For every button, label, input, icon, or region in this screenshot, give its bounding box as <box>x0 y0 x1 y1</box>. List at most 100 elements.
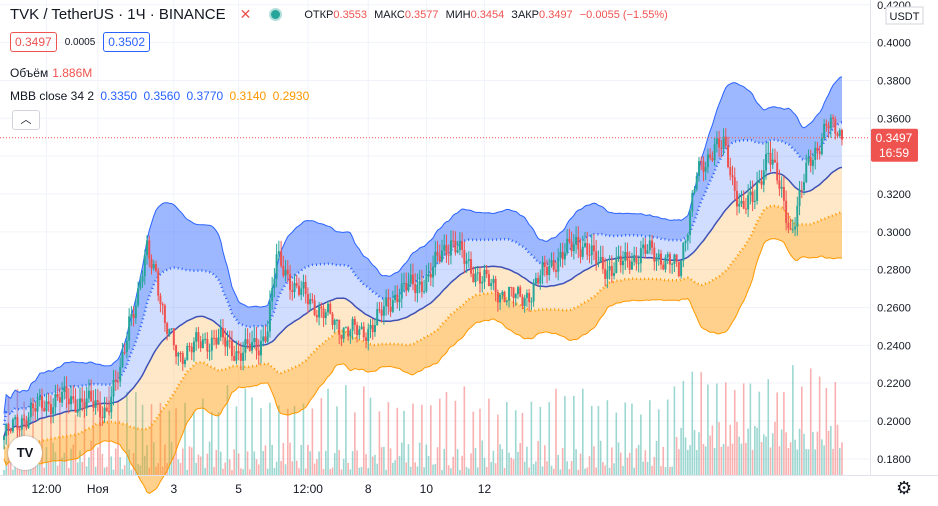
volume-bar <box>224 462 227 475</box>
tradingview-logo-icon[interactable]: TV <box>8 436 42 470</box>
volume-bar <box>586 467 589 475</box>
candle-body <box>110 396 113 413</box>
volume-bar <box>119 457 122 475</box>
candle-body <box>45 401 48 412</box>
candle-body <box>597 261 600 265</box>
volume-bar <box>695 449 698 475</box>
volume-bar <box>90 440 92 475</box>
candle-body <box>239 353 242 361</box>
candle-body <box>233 356 236 361</box>
gear-icon[interactable]: ⚙ <box>896 478 913 498</box>
volume-bar <box>481 440 484 475</box>
candle-body <box>103 407 106 418</box>
candle-body <box>58 397 61 403</box>
volume-bar <box>445 391 448 475</box>
volume-bar <box>590 405 593 475</box>
candle-body <box>76 409 79 413</box>
volume-bar <box>345 385 347 475</box>
candle-body <box>803 182 806 191</box>
volume-bar <box>240 468 242 475</box>
volume-bar <box>108 386 110 475</box>
trade-panel: 0.3497 0.0005 0.3502 <box>10 32 150 52</box>
candle-body <box>610 266 613 276</box>
volume-bar <box>470 453 472 475</box>
candle-body <box>85 398 88 409</box>
candle-body <box>834 118 837 134</box>
time-axis[interactable]: 12:00 Ноя 3 5 12:00 8 10 12 <box>31 482 491 496</box>
buy-button[interactable]: 0.3502 <box>103 32 150 52</box>
candle-body <box>318 306 321 318</box>
candle-body <box>219 328 222 338</box>
volume-bar <box>139 465 142 475</box>
candle-body <box>141 276 144 282</box>
volume-bar <box>637 444 640 475</box>
candle-body <box>291 290 294 293</box>
candle-body <box>825 123 828 126</box>
candle-body <box>237 351 240 354</box>
volume-bar <box>70 448 72 475</box>
candle-body <box>172 328 175 346</box>
candle-body <box>447 254 450 256</box>
candle-body <box>373 325 376 333</box>
price-axis[interactable]: 0.42000.40000.38000.36000.34000.32000.30… <box>877 0 911 466</box>
chevron-up-icon[interactable]: ︿ <box>12 110 40 130</box>
volume-bar <box>593 446 595 475</box>
volume-bar <box>443 448 446 475</box>
volume-bar <box>517 451 519 475</box>
volume-bar <box>112 469 115 475</box>
candle-body <box>814 147 817 161</box>
volume-bar <box>137 463 139 475</box>
volume-bar <box>333 453 336 475</box>
candle-body <box>476 272 479 274</box>
volume-bar <box>762 434 765 475</box>
candle-body <box>257 350 260 356</box>
candle-body <box>365 337 368 342</box>
volume-bar <box>3 470 5 475</box>
candle-body <box>735 190 738 207</box>
candle-body <box>378 309 381 311</box>
symbol-title[interactable]: TVK / TetherUS · 1Ч · BINANCE <box>10 6 226 23</box>
volume-bar <box>474 447 477 475</box>
volume-bar <box>264 445 267 475</box>
volume-bar <box>577 469 580 475</box>
volume-bar <box>360 467 363 475</box>
sell-button[interactable]: 0.3497 <box>10 32 57 52</box>
candle-body <box>376 309 379 326</box>
volume-bar <box>794 439 796 475</box>
volume-bar <box>608 467 611 475</box>
candle-body <box>29 403 32 418</box>
candle-body <box>289 274 292 291</box>
candle-body <box>268 301 271 332</box>
volume-bar <box>336 406 338 475</box>
volume-bar <box>47 462 50 475</box>
volume-bar <box>244 388 247 475</box>
candle-body <box>454 240 457 253</box>
close-x-icon[interactable]: ✕ <box>239 6 252 22</box>
volume-bar <box>414 462 416 475</box>
candle-body <box>622 260 625 266</box>
candle-body <box>166 322 169 334</box>
volume-bar <box>702 443 705 475</box>
candle-body <box>81 398 84 403</box>
volume-bar <box>584 468 586 475</box>
candle-body <box>771 159 774 165</box>
candle-body <box>284 269 287 276</box>
volume-bar <box>622 465 624 475</box>
volume-bar <box>362 386 365 475</box>
indicator-label: MBB close 34 2 <box>10 89 95 103</box>
volume-bar <box>374 454 376 475</box>
candle-body <box>119 366 122 382</box>
volume-bar <box>300 445 303 475</box>
indicator-legend[interactable]: MBB close 34 2 0.3350 0.3560 0.3770 0.31… <box>10 89 309 103</box>
volume-bar <box>146 445 148 475</box>
volume-legend[interactable]: Объём 1.886M <box>10 66 92 80</box>
candle-body <box>128 316 131 341</box>
volume-bar <box>537 441 539 475</box>
volume-bar <box>5 461 8 475</box>
candle-body <box>61 391 64 403</box>
volume-bar <box>85 466 88 475</box>
candle-body <box>718 138 721 148</box>
candle-body <box>836 133 839 136</box>
volume-bar <box>123 465 126 475</box>
